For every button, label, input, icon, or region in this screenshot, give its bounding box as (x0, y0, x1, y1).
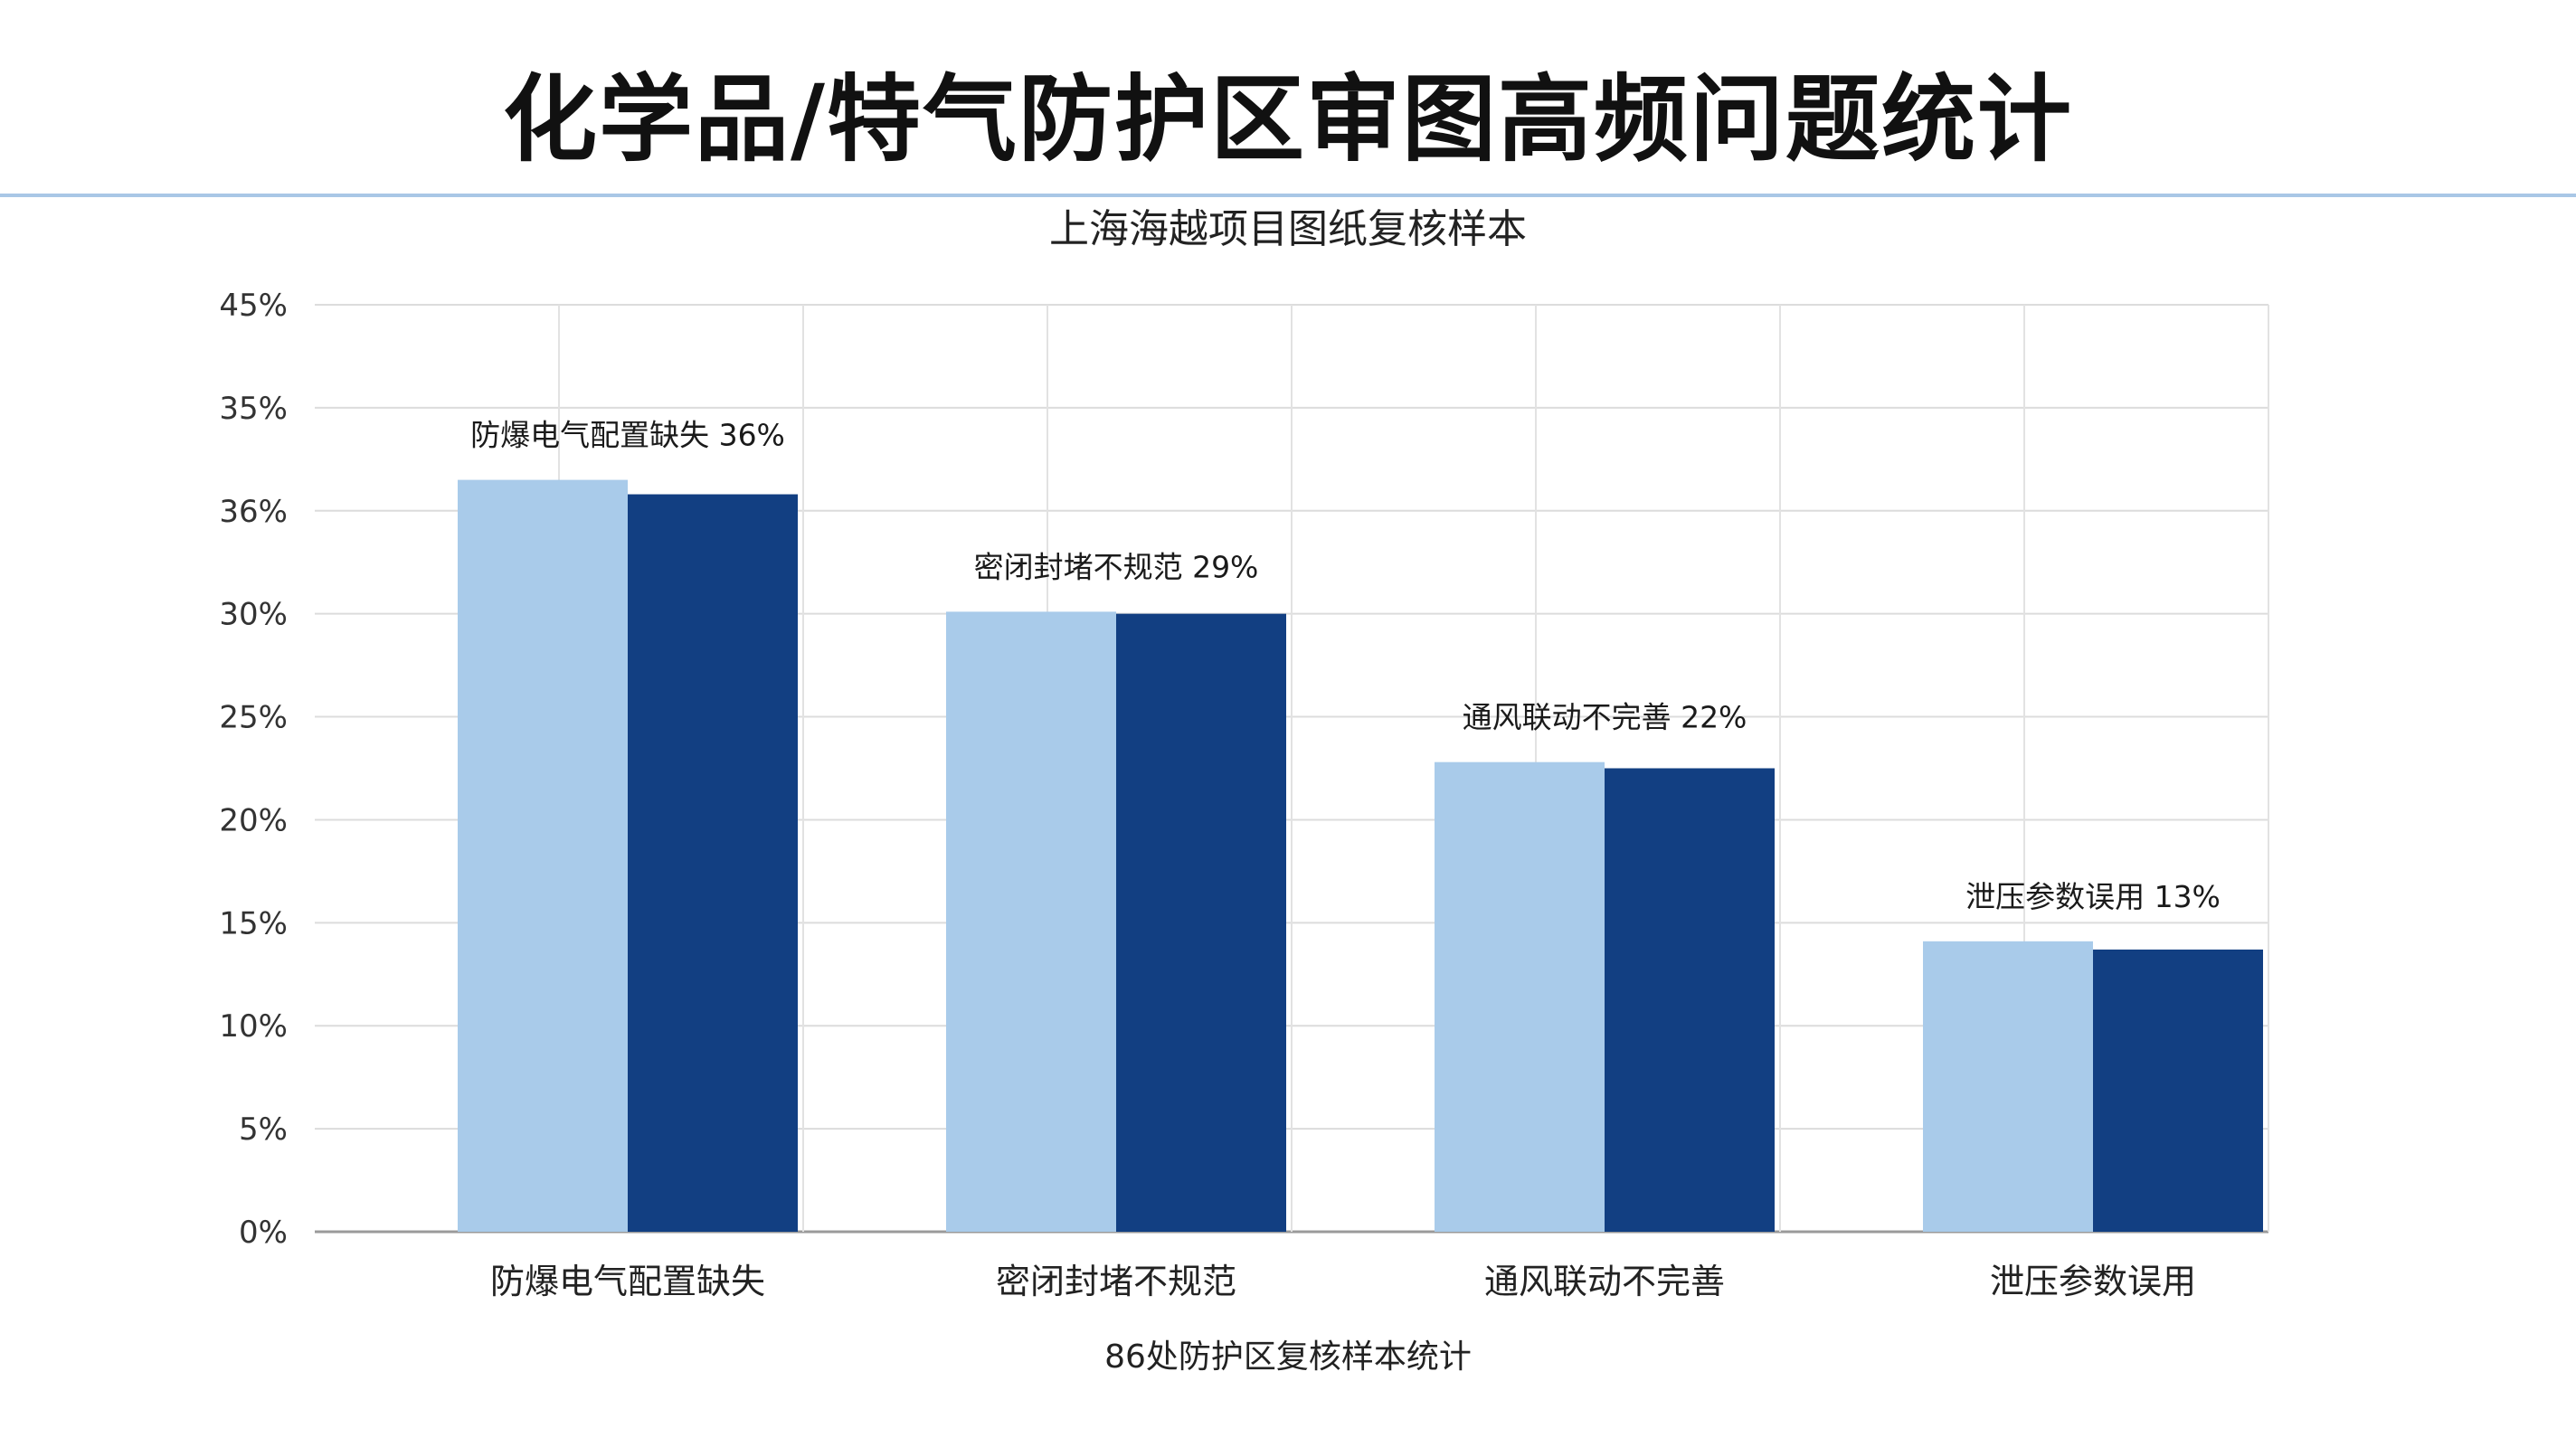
x-axis-label: 86处防护区复核样本统计 (1104, 1338, 1472, 1376)
y-tick-label: 10% (219, 1008, 288, 1045)
y-tick-label: 5% (239, 1111, 288, 1148)
y-tick-label: 30% (219, 597, 288, 633)
y-tick-label: 15% (219, 905, 288, 941)
y-tick-label: 25% (219, 700, 288, 736)
bar-data-label: 防爆电气配置缺失 36% (470, 418, 785, 453)
x-category-label: 泄压参数误用 (1990, 1262, 2196, 1301)
chart-subtitle: 上海海越项目图纸复核样本 (1049, 206, 1527, 252)
bar (2093, 949, 2263, 1232)
bar (628, 494, 798, 1232)
y-tick-label: 0% (239, 1215, 288, 1251)
bar (946, 611, 1116, 1232)
x-axis-categories: 防爆电气配置缺失 密闭封堵不规范 通风联动不完善 泄压参数误用 (490, 1262, 2196, 1301)
bar (1116, 613, 1286, 1232)
x-category-label: 防爆电气配置缺失 (490, 1262, 765, 1301)
bar-labels: 防爆电气配置缺失 36% 密闭封堵不规范 29% 通风联动不完善 22% 泄压参数误用… (470, 418, 2221, 914)
bar-data-label: 通风联动不完善 22% (1463, 700, 1747, 735)
y-axis-ticks: 0% 5% 10% 15% 20% 25% 30% 36% 35% 45% (219, 288, 288, 1251)
bar-data-label: 密闭封堵不规范 29% (974, 549, 1259, 584)
page-title: 化学品/特气防护区审图高频问题统计 (503, 64, 2073, 175)
bars (458, 479, 2263, 1232)
y-tick-label: 45% (219, 288, 288, 324)
y-tick-label: 20% (219, 802, 288, 838)
x-category-label: 密闭封堵不规范 (996, 1262, 1236, 1301)
y-tick-label: 35% (219, 391, 288, 427)
bar (1435, 761, 1605, 1232)
bar-data-label: 泄压参数误用 13% (1965, 879, 2221, 914)
bar (458, 479, 628, 1232)
x-category-label: 通风联动不完善 (1484, 1262, 1725, 1301)
bar (1923, 941, 2093, 1232)
bar (1605, 768, 1775, 1232)
title-divider (0, 194, 2576, 197)
y-tick-label: 36% (219, 494, 288, 530)
